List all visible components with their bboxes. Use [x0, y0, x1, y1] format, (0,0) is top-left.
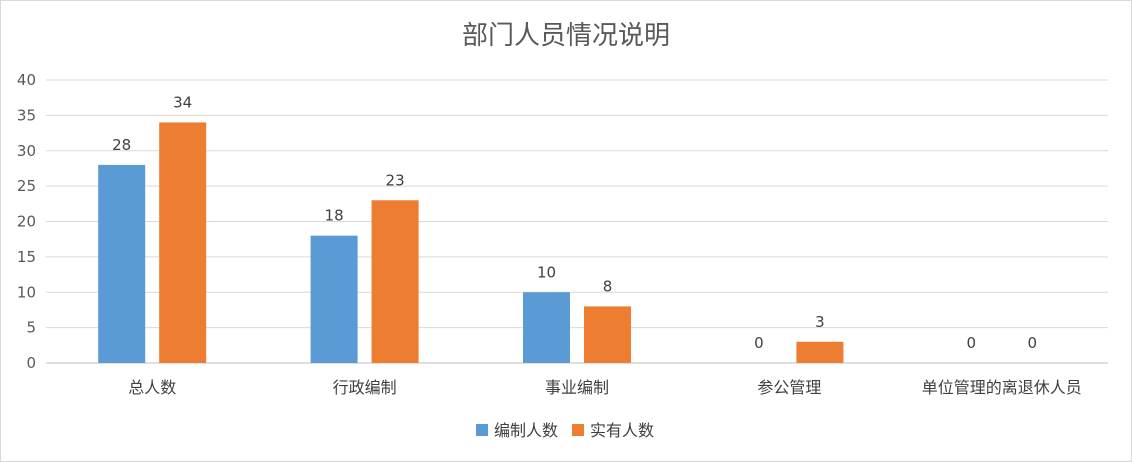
y-tick-label: 15 — [17, 248, 36, 266]
category-label: 总人数 — [128, 378, 176, 397]
y-tick-label: 25 — [17, 177, 36, 195]
y-tick-label: 20 — [17, 213, 36, 231]
y-tick-label: 0 — [26, 354, 36, 372]
legend-label: 编制人数 — [494, 421, 558, 440]
bar — [98, 164, 146, 363]
data-label: 34 — [173, 93, 192, 111]
data-label: 18 — [325, 207, 344, 225]
legend-swatch — [476, 424, 488, 436]
gridlines — [46, 79, 1108, 364]
data-label: 0 — [1028, 334, 1038, 352]
chart-title: 部门人员情况说明 — [462, 21, 670, 51]
y-tick-label: 35 — [17, 106, 36, 124]
category-label: 事业编制 — [545, 378, 609, 397]
data-label: 0 — [754, 334, 764, 352]
y-axis-ticks: 0 5 10 15 20 25 30 35 40 — [17, 71, 36, 372]
y-tick-label: 10 — [17, 283, 36, 301]
data-labels: 28 34 18 23 10 8 0 3 0 0 — [112, 93, 1037, 352]
bars — [98, 122, 844, 363]
data-label: 23 — [386, 171, 405, 189]
category-label: 单位管理的离退休人员 — [922, 378, 1082, 397]
bar — [796, 341, 844, 363]
bar — [371, 200, 419, 363]
category-label: 行政编制 — [333, 378, 397, 397]
y-tick-label: 40 — [17, 71, 36, 89]
legend: 编制人数 实有人数 — [476, 421, 654, 440]
bar — [523, 292, 570, 363]
legend-label: 实有人数 — [590, 421, 654, 440]
data-label: 28 — [112, 136, 131, 154]
bar — [584, 306, 631, 363]
data-label: 3 — [815, 313, 825, 331]
bar — [310, 235, 358, 363]
y-tick-label: 30 — [17, 142, 36, 160]
category-labels: 总人数 行政编制 事业编制 参公管理 单位管理的离退休人员 — [128, 378, 1082, 397]
category-label: 参公管理 — [757, 378, 821, 397]
data-label: 8 — [603, 277, 613, 295]
bar — [159, 122, 207, 363]
data-label: 0 — [967, 334, 977, 352]
legend-swatch — [572, 424, 584, 436]
y-tick-label: 5 — [26, 319, 36, 337]
data-label: 10 — [537, 263, 556, 281]
